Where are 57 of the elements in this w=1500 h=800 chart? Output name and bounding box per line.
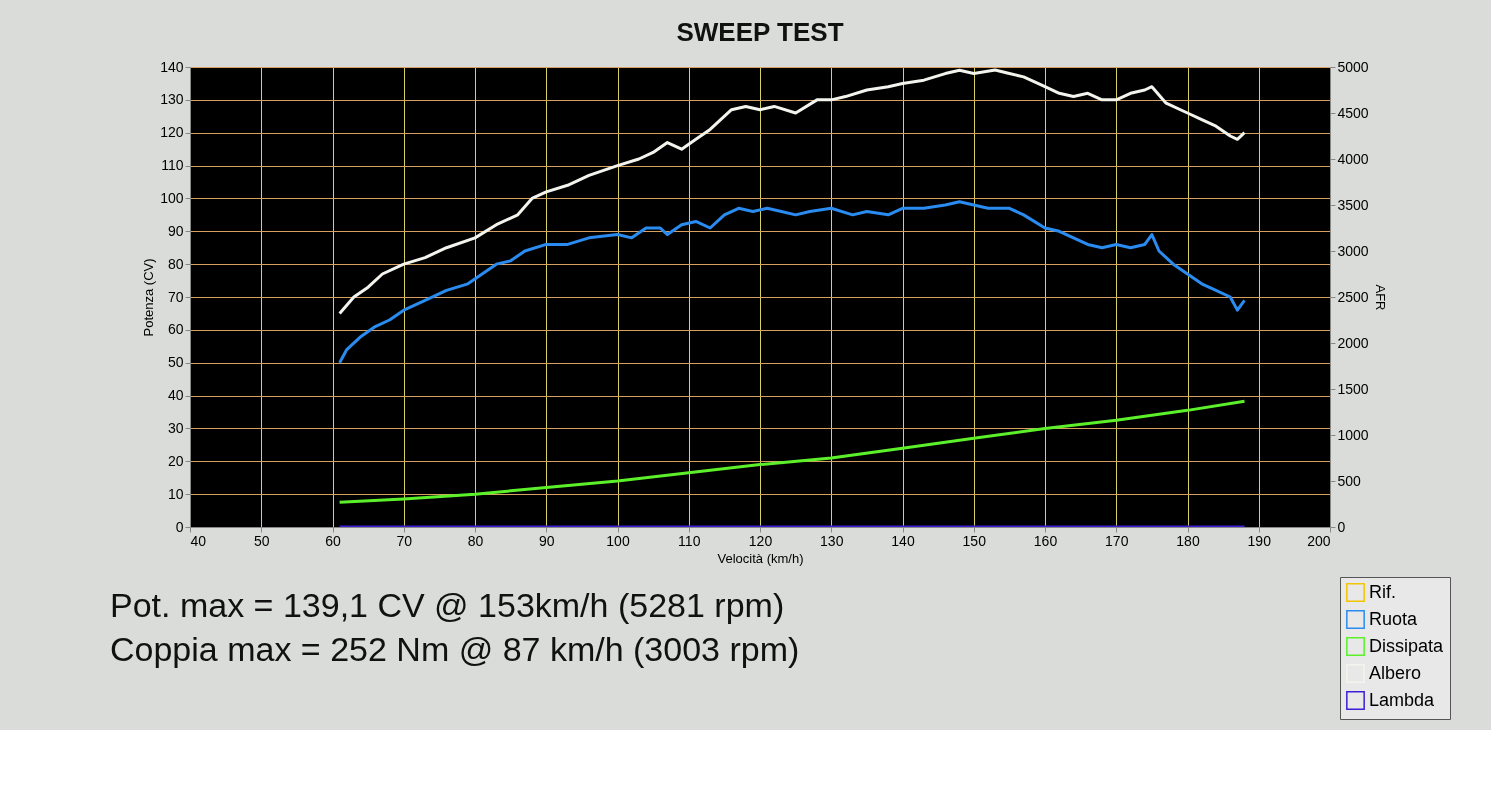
y-tick-label: 80	[167, 255, 184, 272]
x-tick-label: 140	[891, 532, 915, 549]
y-tick-label: 0	[175, 518, 184, 535]
x-tick-label: 70	[396, 532, 413, 549]
x-tick-label: 100	[606, 532, 630, 549]
y-tick-label: 40	[167, 387, 184, 404]
y2-tick-label: 4000	[1337, 150, 1369, 167]
y2-tick-label: 3000	[1337, 242, 1369, 259]
y-tick-label: 50	[167, 354, 184, 371]
x-tick-label: 190	[1247, 532, 1272, 549]
y2-tick-label: 1000	[1337, 426, 1369, 443]
line-series	[338, 200, 1246, 365]
x-tick-label: 180	[1176, 532, 1200, 549]
legend-label: Rif.	[1369, 581, 1396, 602]
x-tick-label: 130	[820, 532, 844, 549]
y2-tick-label: 2000	[1337, 334, 1369, 351]
x-tick-label: 200	[1307, 532, 1331, 549]
y-tick-label: 120	[160, 124, 184, 141]
x-axis-title: Velocità (km/h)	[717, 550, 804, 566]
x-tick-label: 150	[962, 532, 987, 549]
x-tick-label: 50	[253, 532, 270, 549]
y2-tick-label: 1500	[1337, 380, 1369, 397]
x-tick-label: 60	[325, 532, 341, 549]
text: Coppia max = 252 Nm @ 87 km/h (3003 rpm)	[110, 630, 800, 668]
y-tick-label: 140	[160, 58, 184, 75]
y2-tick-label: 5000	[1337, 58, 1369, 75]
chart-title: SWEEP TEST	[676, 17, 844, 47]
y2-axis-title: AFR	[1372, 284, 1388, 311]
legend-label: Dissipata	[1369, 635, 1445, 656]
legend-label: Lambda	[1369, 689, 1436, 710]
legend-label: Ruota	[1369, 608, 1419, 629]
x-tick-label: 110	[678, 532, 701, 549]
x-tick-label: 90	[538, 532, 555, 549]
y2-tick-label: 2500	[1337, 288, 1369, 305]
y2-tick-label: 500	[1337, 472, 1362, 489]
y-tick-label: 60	[167, 321, 184, 338]
legend-label: Albero	[1369, 662, 1422, 683]
y2-tick-label: 3500	[1337, 196, 1369, 213]
y-tick-label: 90	[167, 222, 184, 239]
y-axis-title: Potenza (CV)	[141, 258, 157, 337]
y-tick-label: 130	[160, 91, 184, 108]
y-tick-label: 10	[167, 485, 184, 502]
line-series	[338, 399, 1246, 504]
y-tick-label: 100	[160, 189, 184, 206]
x-tick-label: 170	[1105, 532, 1129, 549]
y-tick-label: 30	[167, 419, 184, 436]
x-tick-label: 160	[1033, 532, 1058, 549]
x-tick-label: 40	[190, 532, 207, 549]
y-tick-label: 110	[161, 157, 184, 174]
line-series	[338, 68, 1246, 315]
y2-tick-label: 4500	[1337, 104, 1369, 121]
text: Pot. max = 139,1 CV @ 153km/h (5281 rpm)	[110, 586, 785, 624]
x-tick-label: 80	[467, 532, 484, 549]
y-tick-label: 20	[167, 452, 184, 469]
y2-tick-label: 0	[1337, 518, 1346, 535]
x-tick-label: 120	[748, 532, 773, 549]
y-tick-label: 70	[167, 288, 184, 305]
